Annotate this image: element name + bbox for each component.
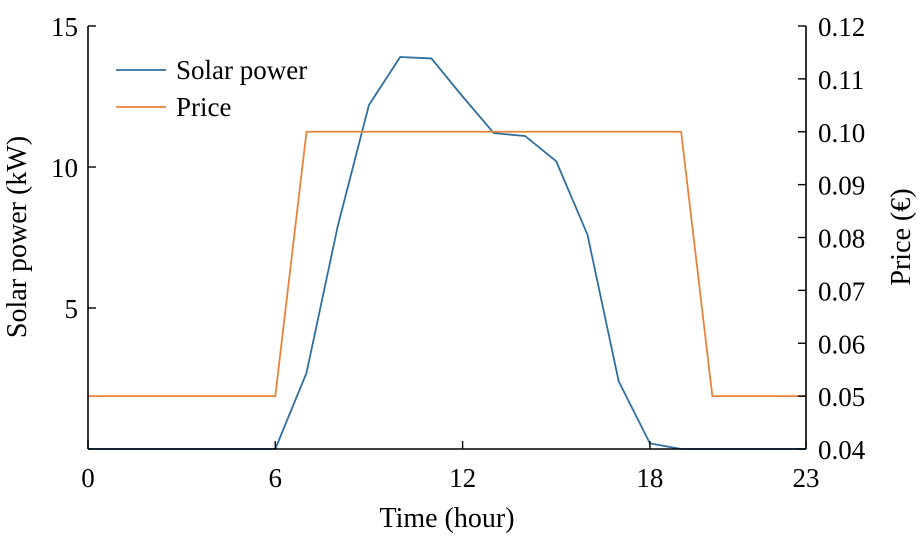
- x-tick-label-4: 23: [793, 463, 820, 493]
- left-y-tick-label-0: 5: [65, 294, 79, 324]
- right-y-tick-label-7: 0.11: [818, 65, 864, 95]
- right-y-tick-label-2: 0.06: [818, 329, 865, 359]
- left-y-tick-label-1: 10: [51, 153, 78, 183]
- plot-area: 0 6 12 18 23 5 10 15 0.04 0.05 0.06 0.07 0.08 0.09 0.1…: [51, 12, 866, 493]
- legend: Solar power Price: [116, 55, 307, 122]
- right-y-tick-label-3: 0.07: [818, 276, 865, 306]
- right-y-tick-label-1: 0.05: [818, 382, 865, 412]
- x-tick-label-3: 18: [636, 463, 663, 493]
- right-y-tick-label-8: 0.12: [818, 12, 865, 42]
- x-axis-title: Time (hour): [379, 503, 514, 534]
- legend-label-solar-power: Solar power: [176, 55, 307, 85]
- legend-label-price: Price: [176, 92, 231, 122]
- series-line-price: [88, 130, 806, 398]
- right-y-tick-label-0: 0.04: [818, 435, 866, 465]
- right-y-tick-label-6: 0.10: [818, 118, 865, 148]
- x-tick-label-0: 0: [81, 463, 95, 493]
- left-y-tick-label-2: 15: [51, 12, 78, 42]
- ticks-group: 0 6 12 18 23 5 10 15 0.04 0.05 0.06 0.07 0.08 0.09 0.1…: [51, 12, 866, 493]
- right-y-tick-label-5: 0.09: [818, 171, 865, 201]
- right-y-tick-label-4: 0.08: [818, 224, 865, 254]
- left-y-axis-title: Solar power (kW): [2, 136, 33, 338]
- right-y-axis-title: Price (€): [886, 188, 917, 285]
- x-tick-label-2: 12: [449, 463, 476, 493]
- x-tick-label-1: 6: [269, 463, 283, 493]
